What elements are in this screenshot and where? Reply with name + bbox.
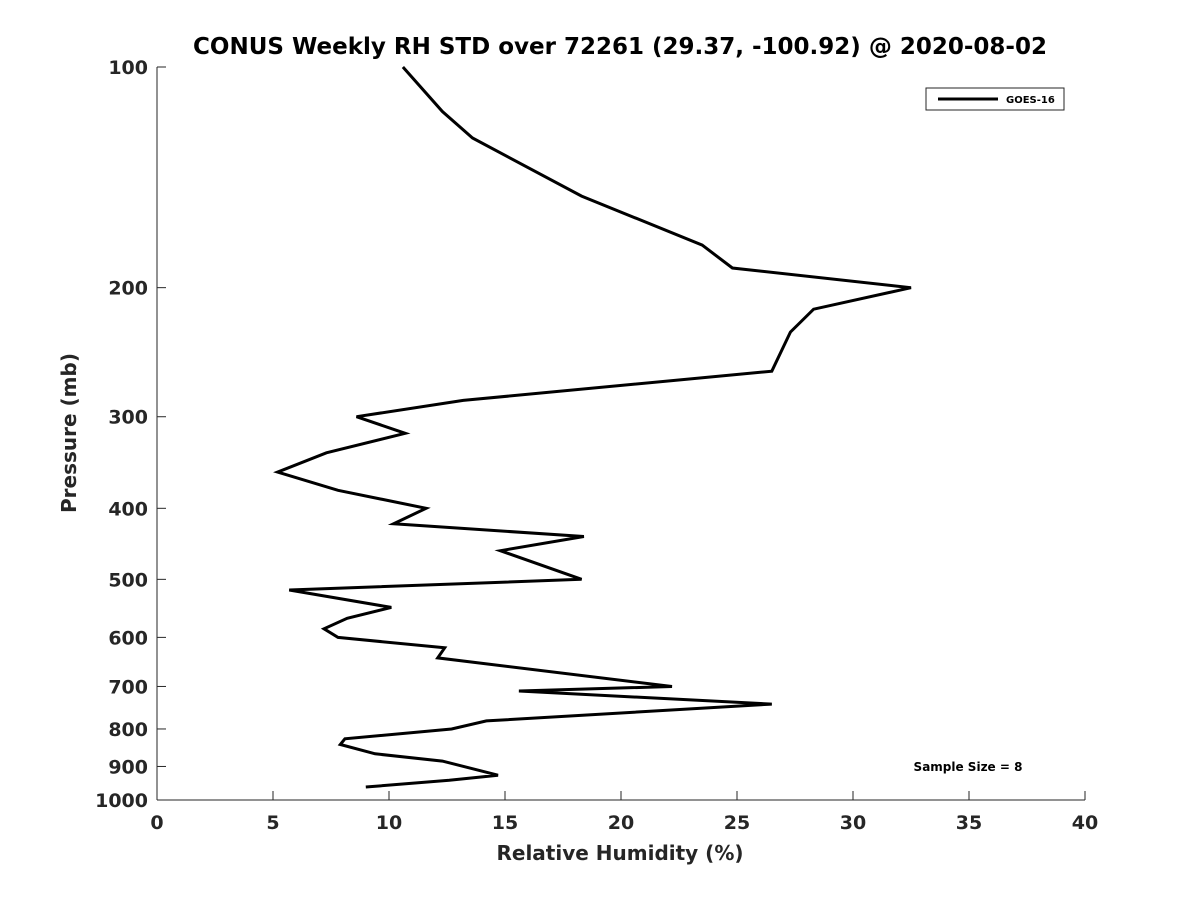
y-tick-label: 600 bbox=[108, 627, 148, 649]
y-axis-label: Pressure (mb) bbox=[57, 353, 81, 513]
x-tick-label: 0 bbox=[150, 812, 163, 834]
x-tick-label: 35 bbox=[956, 812, 982, 834]
axes: 0 5 10 15 20 25 30 35 40 100 200 300 400 500 600 700 800… bbox=[95, 57, 1098, 834]
y-tick-label: 400 bbox=[108, 498, 148, 520]
x-tick-label: 25 bbox=[724, 812, 750, 834]
y-tick-label: 100 bbox=[108, 57, 148, 79]
y-tick-label: 700 bbox=[108, 676, 148, 698]
chart-title: CONUS Weekly RH STD over 72261 (29.37, -… bbox=[193, 34, 1047, 60]
y-tick-label: 1000 bbox=[95, 790, 148, 812]
y-tick-label: 800 bbox=[108, 719, 148, 741]
x-tick-label: 30 bbox=[840, 812, 866, 834]
legend: GOES-16 bbox=[925, 87, 1065, 111]
y-tick-label: 900 bbox=[108, 756, 148, 778]
x-tick-label: 15 bbox=[492, 812, 518, 834]
x-tick-label: 20 bbox=[608, 812, 634, 834]
annotations: Sample Size = 8 bbox=[914, 760, 1023, 774]
y-tick-label: 300 bbox=[108, 407, 148, 429]
x-tick-label: 5 bbox=[266, 812, 279, 834]
series-layer bbox=[273, 66, 912, 789]
x-tick-label: 40 bbox=[1072, 812, 1098, 834]
series-line-goes-16 bbox=[273, 66, 912, 789]
y-tick-label: 200 bbox=[108, 278, 148, 300]
x-tick-label: 10 bbox=[376, 812, 402, 834]
y-tick-label: 500 bbox=[108, 569, 148, 591]
sample-size-annotation: Sample Size = 8 bbox=[914, 760, 1023, 774]
legend-label: GOES-16 bbox=[1006, 95, 1055, 106]
x-axis-label: Relative Humidity (%) bbox=[496, 841, 743, 865]
